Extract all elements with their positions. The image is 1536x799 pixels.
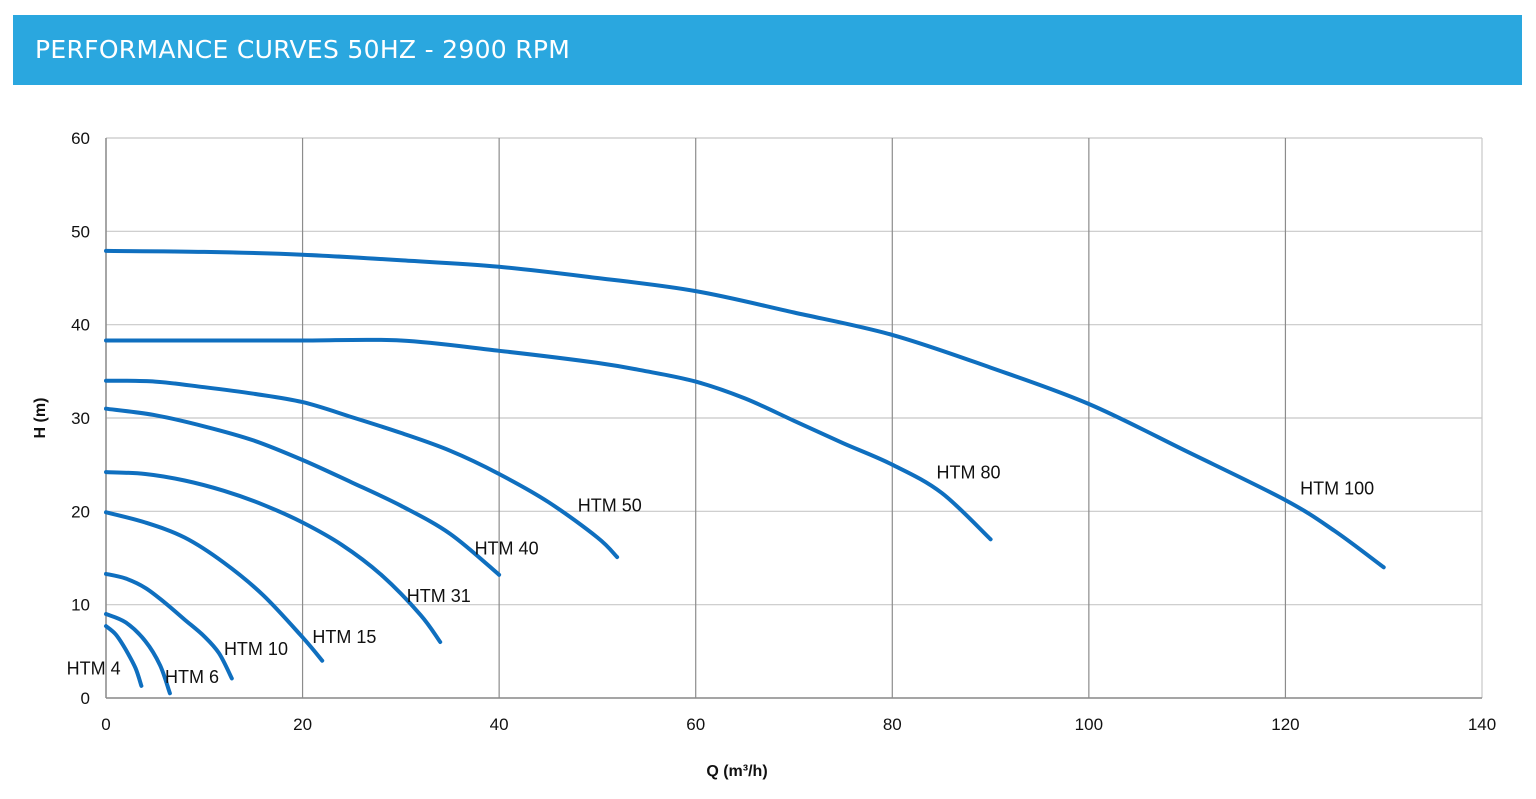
curve-htm-100	[104, 248, 1386, 570]
curve-label: HTM 6	[165, 667, 219, 687]
y-tick-label: 50	[71, 222, 90, 241]
curve-htm-40	[104, 406, 502, 577]
y-tick-label: 30	[71, 409, 90, 428]
curve-htm-31	[104, 470, 443, 644]
curve-label: HTM 31	[407, 586, 471, 606]
x-tick-label: 0	[101, 715, 110, 734]
chart-grid	[105, 137, 1483, 699]
curve-htm-6	[104, 612, 172, 696]
x-tick-label: 100	[1075, 715, 1103, 734]
chart-curves	[104, 248, 1386, 696]
curve-htm-80	[104, 337, 993, 542]
curve-htm-10	[104, 571, 234, 681]
x-tick-label: 120	[1271, 715, 1299, 734]
curve-label: HTM 4	[67, 659, 121, 679]
y-tick-label: 60	[71, 129, 90, 148]
x-axis-title: Q (m³/h)	[706, 763, 767, 780]
curve-label: HTM 15	[312, 627, 376, 647]
curve-label: HTM 50	[578, 495, 642, 515]
curve-htm-15	[104, 510, 325, 663]
curve-htm-4	[104, 624, 144, 688]
x-tick-label: 20	[293, 715, 312, 734]
x-tick-label: 60	[686, 715, 705, 734]
y-tick-label: 20	[71, 502, 90, 521]
curve-htm-50	[104, 378, 620, 560]
y-tick-label: 40	[71, 316, 90, 335]
header-bar: PERFORMANCE CURVES 50HZ - 2900 RPM	[13, 15, 1522, 85]
page-title: PERFORMANCE CURVES 50HZ - 2900 RPM	[35, 35, 571, 64]
x-tick-label: 80	[883, 715, 902, 734]
curve-label: HTM 100	[1300, 479, 1374, 499]
y-tick-label: 0	[81, 689, 90, 708]
curve-label: HTM 10	[224, 639, 288, 659]
chart-axes: 0 10 20 30 40 50 60 0 20 40 60 80 100 120 140	[71, 129, 1496, 734]
x-tick-label: 140	[1468, 715, 1496, 734]
x-tick-label: 40	[490, 715, 509, 734]
y-tick-label: 10	[71, 596, 90, 615]
curve-label: HTM 40	[475, 538, 539, 558]
y-axis-title: H (m)	[32, 398, 49, 439]
curve-label: HTM 80	[937, 463, 1001, 483]
